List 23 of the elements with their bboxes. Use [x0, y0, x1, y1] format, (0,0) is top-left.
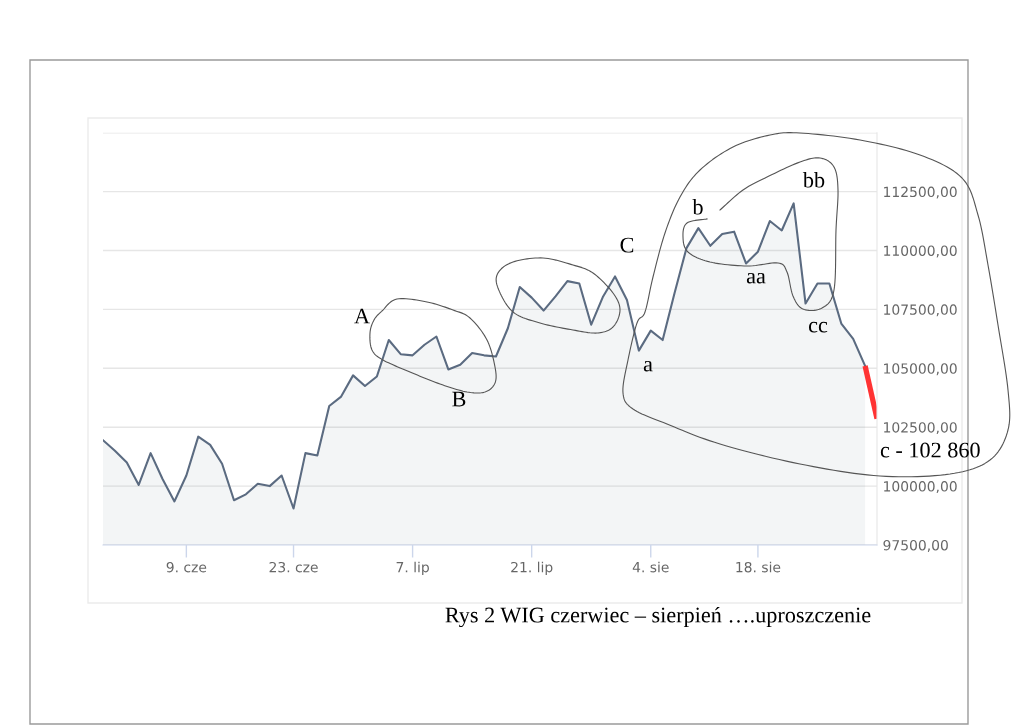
y-tick-label: 112500,00 — [884, 186, 957, 199]
annotation: a — [643, 360, 653, 372]
y-tick-label: 107500,00 — [884, 304, 957, 317]
annotation: B — [452, 391, 466, 407]
text: c - 102 860 — [880, 442, 980, 458]
x-tick-label: 7. lip — [396, 561, 429, 576]
y-tick-label: 97500,00 — [883, 539, 948, 552]
annotation: bb — [802, 171, 825, 188]
y-tick-label: 102500,00 — [884, 422, 957, 435]
annotation: C — [620, 237, 634, 253]
y-tick-label: 105000,00 — [884, 363, 957, 376]
x-tick-label: 9. cze — [166, 561, 207, 573]
annotation: cc — [808, 321, 828, 333]
x-tick-label: 23. cze — [269, 561, 318, 573]
x-tick-label: 4. sie — [632, 561, 669, 573]
annotation: aa — [746, 272, 766, 284]
annotation: A — [354, 308, 370, 324]
x-tick-label: 18. sie — [736, 561, 781, 573]
x-tick-label: 21. lip — [511, 561, 553, 576]
y-tick-label: 110000,00 — [884, 245, 957, 258]
annotation: b — [692, 198, 703, 215]
text: Rys 2 WIG czerwiec – sierpień ….uproszczenie — [445, 606, 871, 628]
y-tick-label: 100000,00 — [884, 481, 957, 493]
